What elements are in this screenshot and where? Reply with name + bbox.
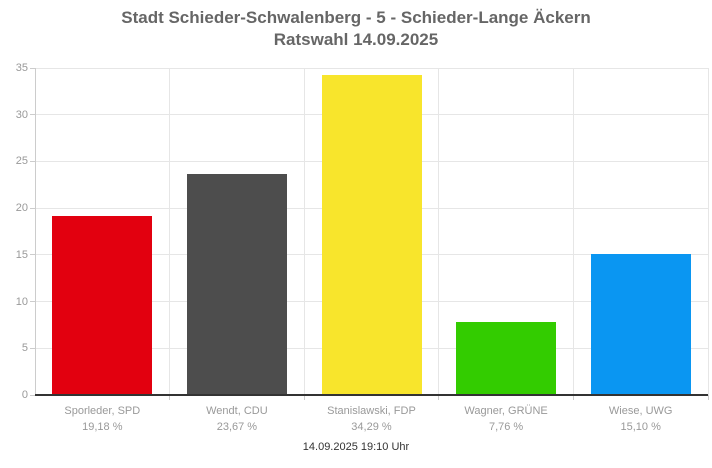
category-name: Stanislawski, FDP [327,405,416,417]
chart-title-line1: Stadt Schieder-Schwalenberg - 5 - Schied… [121,8,591,27]
category-boundary-gridline [169,68,171,395]
category-percentage: 19,18 % [82,421,123,433]
y-axis-label: 10 [15,295,28,308]
category-label: Wiese, UWG 15,10 % [573,403,708,435]
category-percentage: 7,76 % [488,421,524,433]
category-name: Wagner, GRÜNE [464,405,548,417]
chart-title: Stadt Schieder-Schwalenberg - 5 - Schied… [0,7,712,51]
category-label: Wagner, GRÜNE 7,76 % [439,403,574,435]
y-tick-mark [30,160,35,162]
bar-wiese[interactable] [590,253,691,395]
x-axis-line [35,394,708,396]
category-percentage: 15,10 % [620,421,661,433]
y-tick-mark [30,114,35,116]
y-axis-line [35,68,36,395]
x-tick-mark [169,395,171,400]
category-percentage: 34,29 % [351,421,392,433]
category-name: Wendt, CDU [206,405,268,417]
y-gridline [35,67,708,69]
chart-title-line2: Ratswahl 14.09.2025 [273,30,439,49]
category-label: Wendt, CDU 23,67 % [170,403,305,435]
category-label: Stanislawski, FDP 34,29 % [304,403,439,435]
category-boundary-gridline [438,68,440,395]
x-tick-mark [707,395,709,400]
y-tick-mark [30,347,35,349]
category-boundary-gridline [707,68,709,395]
x-tick-mark [572,395,574,400]
category-name: Sporleder, SPD [64,405,141,417]
x-tick-mark [438,395,440,400]
y-axis-label: 30 [15,108,28,121]
x-tick-mark [303,395,305,400]
bar-wendt[interactable] [186,173,287,395]
y-axis-label: 0 [21,389,28,401]
y-axis-label: 25 [15,155,28,168]
category-name: Wiese, UWG [608,405,673,417]
bar-sporleder[interactable] [52,215,153,395]
y-tick-mark [30,207,35,209]
y-tick-mark [30,394,35,396]
category-percentage: 23,67 % [216,421,258,433]
category-boundary-gridline [303,68,305,395]
category-boundary-gridline [572,68,574,395]
bar-stanislawski[interactable] [321,74,422,395]
y-axis-label: 35 [15,62,28,74]
timestamp: 14.09.2025 19:10 Uhr [302,441,410,453]
bar-wagner[interactable] [456,322,557,395]
y-tick-mark [30,301,35,303]
y-axis-label: 15 [15,248,28,261]
y-tick-mark [30,254,35,256]
y-axis-label: 20 [15,202,28,215]
category-label: Sporleder, SPD 19,18 % [35,403,170,435]
y-axis-label: 5 [21,342,28,355]
y-tick-mark [30,67,35,69]
